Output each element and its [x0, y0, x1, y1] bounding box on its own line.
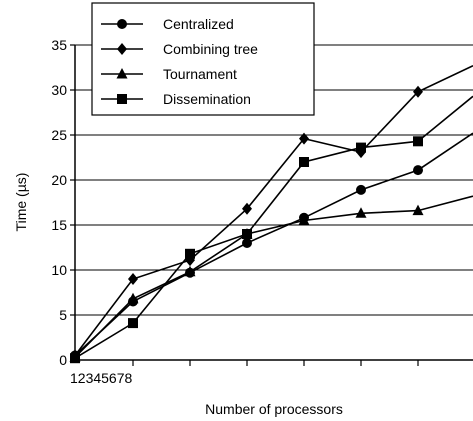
series-line-tournament: [74, 195, 473, 358]
x-ticks: [132, 360, 419, 366]
legend-label: Combining tree: [163, 41, 258, 57]
data-point-square: [356, 142, 366, 153]
data-point-triangle: [355, 207, 367, 218]
data-point-triangle: [127, 292, 139, 304]
y-tick-label: 5: [59, 307, 67, 323]
y-tick-label: 25: [51, 127, 67, 143]
y-tick-labels: 0 5 10 15 20 25 30 35: [51, 37, 75, 368]
data-point-diamond: [299, 132, 309, 145]
data-point-circle: [413, 165, 423, 176]
y-axis-label: Time (µs): [13, 173, 29, 232]
axes: [74, 45, 473, 361]
legend-item-combining-tree: Combining tree: [101, 41, 258, 57]
legend-item-centralized: Centralized: [101, 16, 234, 32]
data-point-triangle: [184, 265, 196, 277]
series-line-combining-tree: [74, 64, 473, 356]
x-tick-labels: 12345678: [70, 370, 133, 386]
data-point-square: [242, 229, 252, 239]
series-line-centralized: [74, 132, 473, 357]
legend-label: Dissemination: [163, 91, 251, 107]
y-tick-label: 15: [51, 217, 67, 233]
data-point-circle: [242, 238, 252, 248]
data-point-diamond: [117, 43, 127, 55]
data-point-triangle: [412, 204, 424, 216]
data-point-square: [413, 136, 423, 147]
y-tick-label: 30: [51, 82, 67, 98]
legend-label: Tournament: [163, 66, 237, 82]
y-tick-label: 10: [51, 262, 67, 278]
data-point-circle: [356, 184, 366, 195]
data-point-circle: [117, 19, 127, 29]
legend-item-dissemination: Dissemination: [101, 91, 251, 107]
data-point-square: [70, 353, 80, 364]
legend-item-tournament: Tournament: [101, 66, 237, 82]
y-tick-label: 20: [51, 172, 67, 188]
series-layer: [69, 64, 473, 364]
legend: Centralized Combining tree Tournament Disse…: [91, 2, 315, 116]
legend-label: Centralized: [163, 16, 234, 32]
data-point-diamond: [242, 202, 252, 215]
data-point-triangle: [298, 214, 310, 225]
legend-box: [91, 2, 315, 116]
series-line-dissemination: [74, 95, 473, 359]
y-tick-label: 35: [51, 37, 67, 53]
data-point-square: [299, 157, 309, 167]
series-dissemination: [70, 95, 473, 364]
data-point-diamond: [128, 273, 138, 285]
data-point-square: [128, 318, 138, 329]
data-point-triangle: [116, 68, 128, 79]
x-axis-label: Number of processors: [205, 401, 343, 417]
data-point-diamond: [413, 85, 423, 98]
data-point-square: [185, 248, 195, 259]
y-tick-label: 0: [59, 352, 67, 368]
data-point-square: [117, 94, 127, 104]
